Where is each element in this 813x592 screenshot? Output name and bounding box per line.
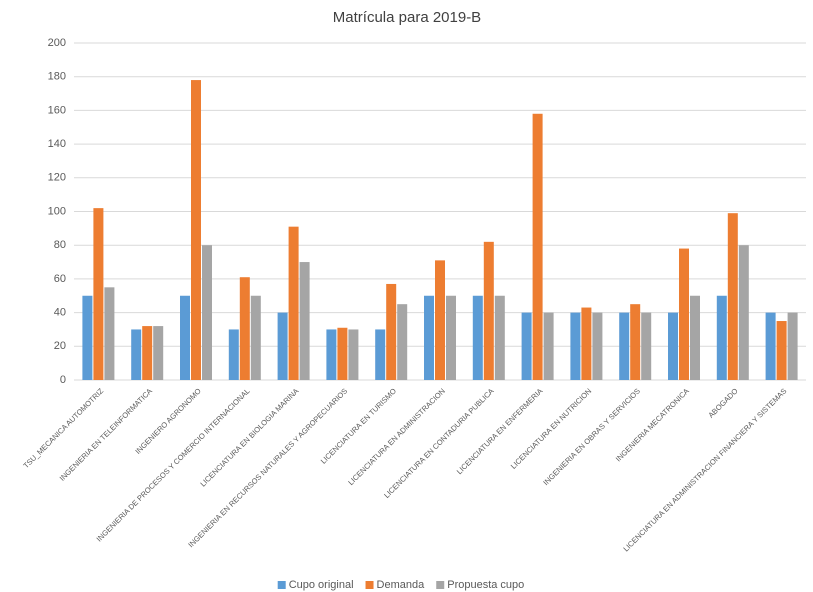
y-tick-label: 20 [54,340,66,352]
y-tick-label: 180 [48,71,66,83]
bar [375,329,386,380]
y-tick-label: 200 [48,37,66,49]
bar [630,304,641,380]
y-tick-label: 60 [54,273,66,285]
x-tick-label: TSU_MECANICA AUTOMOTRIZ [21,386,105,470]
bar [337,327,348,380]
bar [180,295,190,380]
bar [765,312,776,380]
bar [424,295,434,380]
bar [277,312,288,380]
bar [191,80,201,380]
bar [104,287,115,380]
y-tick-label: 140 [48,138,66,150]
legend-swatch [436,581,445,589]
bar [776,321,787,380]
x-tick-label: LICENCIATURA EN ADMINISTRACION FINANCIER… [621,386,788,553]
y-tick-label: 80 [54,239,66,251]
bar [483,241,494,380]
bar [288,226,299,380]
x-tick-label: INGENIERIA EN RECURSOS NATURALES Y AGROP… [186,386,349,549]
bar [690,295,700,380]
legend-label: Demanda [377,579,426,591]
bar [250,295,261,380]
bar [472,295,483,380]
bar [727,213,738,380]
bar [446,295,456,380]
y-tick-label: 0 [60,374,66,386]
bar [543,312,554,380]
legend-label: Cupo original [289,579,354,591]
bar [787,312,798,380]
bar [738,245,749,380]
x-tick-label: INGENIERIA EN TELEINFORMATICA [58,386,154,482]
legend-label: Propuesta cupo [447,579,524,591]
legend-swatch [365,581,374,589]
bar [619,312,630,380]
bar [93,208,104,380]
x-tick-label: INGENIERIA EN OBRAS Y SERVICIOS [541,386,642,487]
bar [570,312,581,380]
bar [386,283,397,380]
bar [641,312,652,380]
y-tick-label: 100 [48,205,66,217]
bar [494,295,505,380]
bar [397,304,408,380]
chart-title: Matrícula para 2019-B [333,9,481,26]
y-tick-label: 120 [48,172,66,184]
y-tick-label: 160 [48,104,66,116]
x-tick-label: LICENCIATURA EN BIOLOGIA MARINA [198,386,300,488]
bar [142,326,153,380]
bar [326,329,337,380]
bar [532,113,543,381]
x-tick-label: LICENCIATURA EN ADMINISTRACION [346,386,447,487]
bar [668,312,678,380]
bar [679,248,689,380]
x-tick-label: LICENCIATURA EN ENFERMERIA [455,386,545,476]
bar [716,295,727,380]
x-tick-label: LICENCIATURA EN NUTRICION [509,386,593,470]
legend-swatch [277,581,286,589]
bar [592,312,603,380]
bar [228,329,239,380]
bar [202,245,212,380]
bar [239,277,250,380]
bar [153,326,164,380]
bar [131,329,142,380]
bar [299,262,310,380]
bar [348,329,359,380]
x-tick-label: ABOGADO [706,386,739,419]
y-tick-label: 40 [54,307,66,319]
bar [82,295,93,380]
bar [521,312,532,380]
bar [435,260,445,380]
bar [581,307,592,380]
x-tick-label: LICENCIATURA EN CONTADURIA PUBLICA [382,386,495,499]
